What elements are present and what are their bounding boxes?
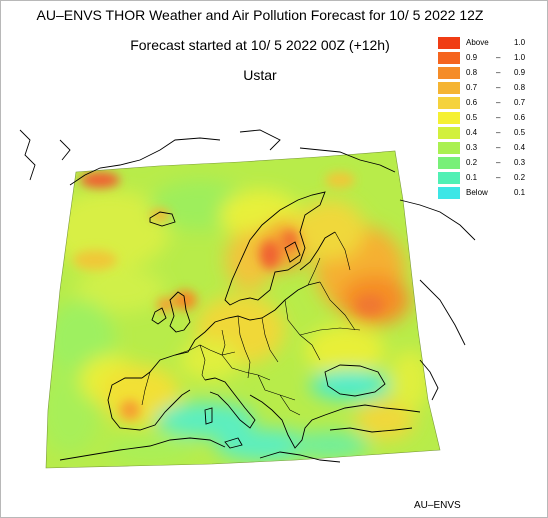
- model-domain-outline: [45, 150, 441, 469]
- legend-range-low: 0.4: [466, 128, 478, 137]
- legend-range-high: 0.3: [514, 158, 526, 167]
- legend-range-low: 0.1: [466, 173, 478, 182]
- legend-row: 0.1 – 0.2: [438, 171, 546, 186]
- color-legend: Above 1.0 0.9 – 1.0 0.8 – 0.9 0.7 – 0.8 0.6 – 0.7 0.5 –…: [438, 36, 546, 201]
- legend-dash: –: [496, 158, 501, 167]
- legend-range-high: 0.2: [514, 173, 526, 182]
- country-borders: [141, 231, 361, 416]
- variable-name: Ustar: [243, 67, 277, 83]
- legend-swatch: [438, 157, 460, 169]
- legend-range-high: 0.9: [514, 68, 526, 77]
- legend-swatch: [438, 187, 460, 199]
- legend-range-high: 1.0: [514, 53, 526, 62]
- footer-credit: AU–ENVS: [414, 500, 461, 511]
- legend-row: 0.5 – 0.6: [438, 111, 546, 126]
- legend-swatch: [438, 142, 460, 154]
- legend-dash: –: [496, 98, 501, 107]
- legend-row: Above 1.0: [438, 36, 546, 51]
- legend-row: 0.6 – 0.7: [438, 96, 546, 111]
- legend-swatch: [438, 82, 460, 94]
- legend-range-low: 0.8: [466, 68, 478, 77]
- legend-dash: –: [496, 113, 501, 122]
- legend-dash: –: [496, 68, 501, 77]
- legend-row: 0.9 – 1.0: [438, 51, 546, 66]
- legend-range-high: 0.4: [514, 143, 526, 152]
- legend-row: 0.8 – 0.9: [438, 66, 546, 81]
- legend-swatch: [438, 127, 460, 139]
- legend-swatch: [438, 172, 460, 184]
- legend-range-high: 0.1: [514, 188, 526, 197]
- legend-range-low: Below: [466, 188, 488, 197]
- legend-swatch: [438, 52, 460, 64]
- legend-range-low: 0.6: [466, 98, 478, 107]
- legend-row: 0.2 – 0.3: [438, 156, 546, 171]
- legend-row: 0.3 – 0.4: [438, 141, 546, 156]
- legend-dash: –: [496, 83, 501, 92]
- legend-range-high: 0.7: [514, 98, 526, 107]
- legend-dash: –: [496, 128, 501, 137]
- legend-range-low: 0.3: [466, 143, 478, 152]
- legend-range-high: 0.6: [514, 113, 526, 122]
- map-title: AU–ENVS THOR Weather and Air Pollution F…: [36, 7, 484, 23]
- legend-dash: –: [496, 143, 501, 152]
- legend-dash: –: [496, 173, 501, 182]
- legend-row: 0.4 – 0.5: [438, 126, 546, 141]
- legend-range-low: 0.7: [466, 83, 478, 92]
- legend-swatch: [438, 97, 460, 109]
- legend-range-high: 1.0: [514, 38, 526, 47]
- forecast-start-subtitle: Forecast started at 10/ 5 2022 00Z (+12h…: [130, 37, 390, 53]
- legend-dash: –: [496, 53, 501, 62]
- legend-range-low: 0.5: [466, 113, 478, 122]
- legend-row: Below 0.1: [438, 186, 546, 201]
- coastlines: [19, 129, 476, 463]
- forecast-map: [19, 129, 476, 469]
- legend-swatch: [438, 37, 460, 49]
- legend-range-high: 0.5: [514, 128, 526, 137]
- legend-range-low: 0.9: [466, 53, 478, 62]
- ustar-field: [46, 151, 440, 468]
- legend-swatch: [438, 112, 460, 124]
- legend-swatch: [438, 67, 460, 79]
- legend-range-high: 0.8: [514, 83, 526, 92]
- legend-row: 0.7 – 0.8: [438, 81, 546, 96]
- legend-range-low: Above: [466, 38, 489, 47]
- legend-range-low: 0.2: [466, 158, 478, 167]
